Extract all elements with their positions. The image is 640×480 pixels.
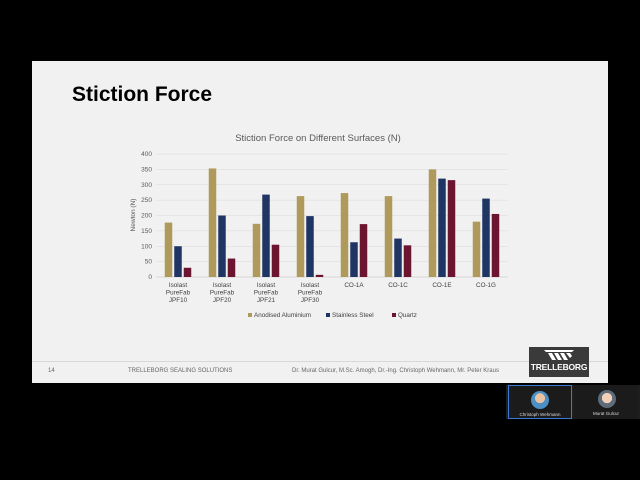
y-tick-label: 200 <box>141 213 152 220</box>
bar <box>252 223 261 277</box>
bar-chart: Stiction Force on Different Surfaces (N)… <box>130 133 508 319</box>
trelleborg-logo: TRELLEBORG <box>529 347 589 377</box>
participant-name: Christoph Wehmann <box>519 412 561 417</box>
y-tick-label: 350 <box>141 166 152 173</box>
y-tick-label: 250 <box>141 197 152 204</box>
y-tick-label: 300 <box>141 182 152 189</box>
y-tick-label: 100 <box>141 243 152 250</box>
participant-tile[interactable]: Murat Gulcur <box>574 385 638 419</box>
x-tick-label: PureFab <box>166 290 191 297</box>
y-tick-label: 50 <box>145 259 153 266</box>
x-tick-label: CO-1A <box>344 282 364 289</box>
participant-video-strip: Christoph Wehmann Murat Gulcur <box>506 385 640 419</box>
x-tick-label: Isolast <box>213 282 231 289</box>
x-tick-label: JPF10 <box>169 297 188 304</box>
participant-name: Murat Gulcur <box>592 411 619 416</box>
x-tick-label: JPF21 <box>257 297 276 304</box>
bar <box>359 224 368 277</box>
x-tick-label: JPF30 <box>301 297 320 304</box>
legend-swatch <box>248 313 252 317</box>
bar <box>183 267 192 277</box>
bar <box>394 238 402 277</box>
x-tick-label: Isolast <box>169 282 187 289</box>
y-tick-label: 400 <box>141 151 152 158</box>
legend-label: Stainless Steel <box>332 312 374 319</box>
bar <box>306 216 314 277</box>
bar <box>472 221 481 277</box>
bar <box>350 242 358 277</box>
avatar <box>531 391 549 409</box>
bar <box>340 193 349 277</box>
bar <box>271 244 280 277</box>
y-tick-label: 150 <box>141 228 152 235</box>
legend-label: Anodised Aluminium <box>254 312 311 319</box>
bar <box>482 198 490 277</box>
y-axis-label: Newton (N) <box>130 199 137 232</box>
bar <box>428 169 437 277</box>
bar <box>296 196 305 277</box>
x-tick-label: PureFab <box>298 290 323 297</box>
x-tick-label: Isolast <box>301 282 319 289</box>
x-tick-label: CO-1G <box>476 282 496 289</box>
bar <box>164 222 173 277</box>
slide-title: Stiction Force <box>72 83 213 106</box>
footer-company: TRELLEBORG SEALING SOLUTIONS <box>128 368 233 374</box>
chart-title: Stiction Force on Different Surfaces (N) <box>235 133 401 144</box>
presentation-slide: Stiction Force Stiction Force on Differe… <box>32 61 608 383</box>
x-tick-label: JPF20 <box>213 297 232 304</box>
logo-text: TRELLEBORG <box>530 362 588 372</box>
footer-authors: Dr. Murat Gulcur, M.Sc. Amogh, Dr.-Ing. … <box>292 368 499 374</box>
legend-swatch <box>326 313 330 317</box>
bar <box>218 215 226 277</box>
legend-label: Quartz <box>398 312 417 319</box>
footer-divider <box>32 361 608 362</box>
legend-swatch <box>392 313 396 317</box>
bar <box>447 180 456 277</box>
x-tick-label: CO-1E <box>432 282 451 289</box>
x-tick-label: PureFab <box>210 290 235 297</box>
y-tick-label: 0 <box>148 274 152 281</box>
logo-mark-icon <box>544 350 574 360</box>
bar <box>315 274 324 277</box>
participant-tile[interactable]: Christoph Wehmann <box>508 385 572 419</box>
bar <box>384 196 393 277</box>
avatar <box>598 390 616 408</box>
x-tick-label: Isolast <box>257 282 275 289</box>
bar <box>491 213 500 277</box>
bar <box>174 246 182 277</box>
bar <box>227 258 236 277</box>
bar <box>438 178 446 277</box>
x-tick-label: CO-1C <box>388 282 408 289</box>
x-tick-label: PureFab <box>254 290 279 297</box>
bar <box>403 245 412 277</box>
bar <box>208 168 217 277</box>
page-number: 14 <box>48 368 55 374</box>
bar <box>262 194 270 277</box>
